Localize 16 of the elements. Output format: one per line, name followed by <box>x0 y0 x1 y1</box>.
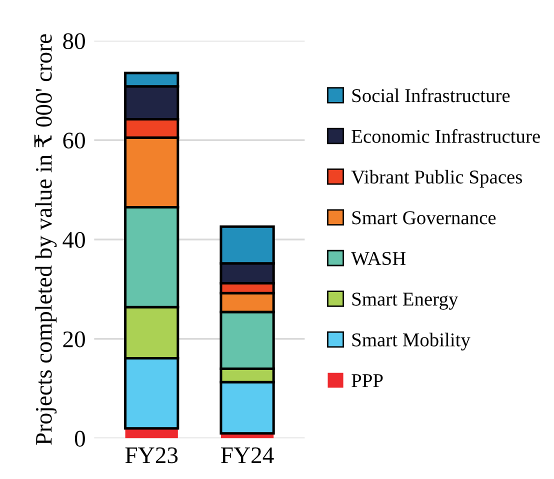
y-tick-label: 40 <box>62 232 85 248</box>
legend-label: Vibrant Public Spaces <box>351 170 522 188</box>
legend-label: WASH <box>351 252 406 266</box>
y-tick-label: 60 <box>63 132 85 149</box>
y-tick-label: 0 <box>74 430 85 447</box>
legend-label: Economic Infrastructure <box>352 129 540 143</box>
legend-label: Smart Governance <box>352 211 496 224</box>
y-tick-label: 80 <box>63 33 85 50</box>
legend-label: PPP <box>352 374 383 388</box>
legend-label: Social Infrastructure <box>352 88 510 102</box>
y-axis-title: Projects completed by value in ₹ 000' crore <box>34 34 57 445</box>
x-tick-label: FY24 <box>221 447 274 463</box>
y-tick-label: 20 <box>63 331 85 348</box>
legend-label: Smart Mobility <box>352 332 470 350</box>
x-tick-label: FY23 <box>125 447 178 464</box>
legend-label: Smart Energy <box>352 292 458 310</box>
